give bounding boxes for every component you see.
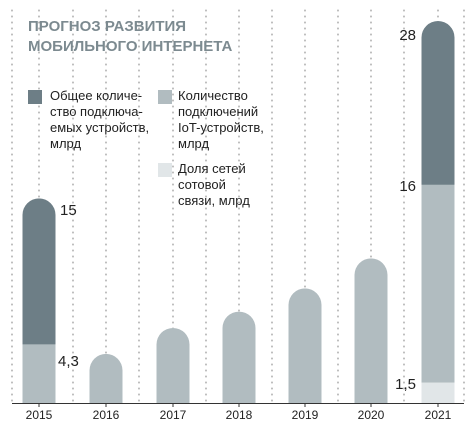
legend: Общее количе-ство подключа-емых устройст…	[28, 88, 264, 208]
data-labels: 15 4,3 28 16 1,5	[58, 27, 416, 393]
x-tick-label-2017: 2017	[160, 408, 187, 422]
legend-swatch	[28, 90, 42, 104]
chart-title-line-2: МОБИЛЬНОГО ИНТЕРНЕТА	[28, 38, 233, 55]
legend-label: Доля сетей сотовой связи, млрд	[178, 161, 250, 208]
bar-iot-2021	[421, 184, 455, 403]
data-label-2015: 15	[60, 202, 77, 219]
data-label-2015: 4,3	[58, 353, 79, 370]
x-tick-label-2019: 2019	[292, 408, 319, 422]
bar-group-2021	[421, 21, 455, 403]
chart-title: ПРОГНОЗ РАЗВИТИЯ МОБИЛЬНОГО ИНТЕРНЕТА	[28, 18, 233, 55]
legend-label: Количество подключений IoT-устройств, млрд	[178, 88, 264, 151]
bar-group-2018	[222, 311, 256, 403]
data-label-2021: 1,5	[395, 376, 416, 393]
bar-iot-2020	[354, 258, 388, 403]
bars-layer	[22, 21, 455, 403]
legend-label: Общее количе-ство подключа-емых устройст…	[50, 88, 149, 151]
bar-cellular-2021	[421, 382, 455, 403]
bar-iot-2019	[288, 288, 322, 403]
bar-group-2015	[22, 198, 56, 403]
chart-title-line-1: ПРОГНОЗ РАЗВИТИЯ	[28, 18, 186, 35]
x-tick-label-2015: 2015	[26, 408, 53, 422]
legend-swatch	[158, 90, 172, 104]
bar-iot-2018	[222, 311, 256, 403]
bar-group-2017	[156, 327, 190, 403]
bar-group-2020	[354, 258, 388, 403]
x-axis: 2015 2016 2017 2018 2019 2020 2021	[12, 403, 464, 422]
data-label-2021: 16	[399, 178, 416, 195]
x-tick-label-2016: 2016	[93, 408, 120, 422]
legend-item-2: Количество подключений IoT-устройств, млрд	[158, 88, 264, 151]
bar-iot-2017	[156, 327, 190, 403]
legend-swatch	[158, 163, 172, 177]
x-tick-label-2018: 2018	[226, 408, 253, 422]
bar-iot-2016	[89, 353, 123, 403]
bar-group-2016	[89, 353, 123, 403]
data-label-2021: 28	[399, 27, 416, 44]
x-tick-label-2021: 2021	[425, 408, 452, 422]
legend-item-1: Общее количе-ство подключа-емых устройст…	[28, 88, 149, 151]
bar-iot-2015	[22, 344, 56, 403]
bar-group-2019	[288, 288, 322, 403]
legend-item-3: Доля сетей сотовой связи, млрд	[158, 161, 250, 208]
x-tick-label-2020: 2020	[358, 408, 385, 422]
